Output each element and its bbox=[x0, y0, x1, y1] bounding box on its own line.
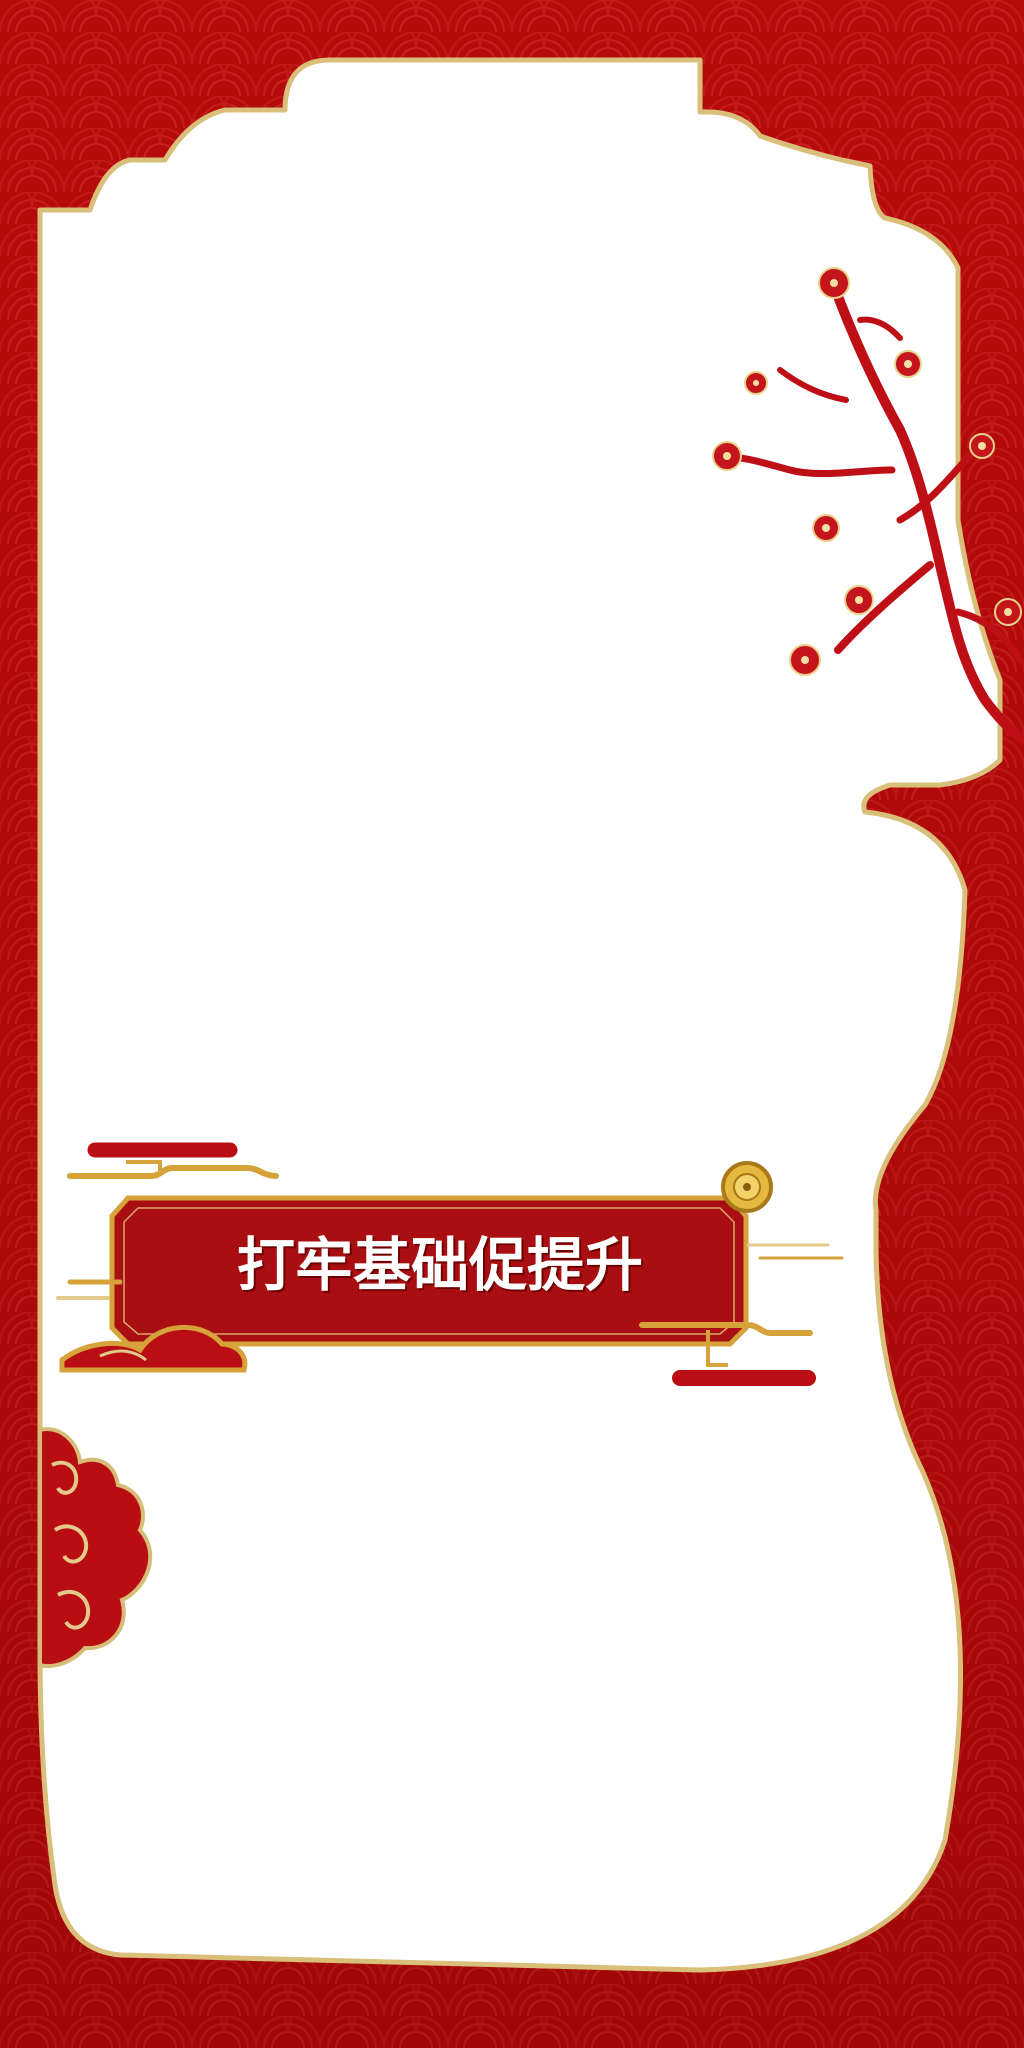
plum-blossom-branch-icon bbox=[712, 267, 1024, 745]
golden-flower-medallion-icon bbox=[721, 1161, 773, 1213]
auspicious-cloud-icon bbox=[38, 1427, 153, 1668]
page-title: 打牢基础促提升 bbox=[236, 1231, 643, 1299]
title-banner bbox=[56, 1142, 844, 1386]
